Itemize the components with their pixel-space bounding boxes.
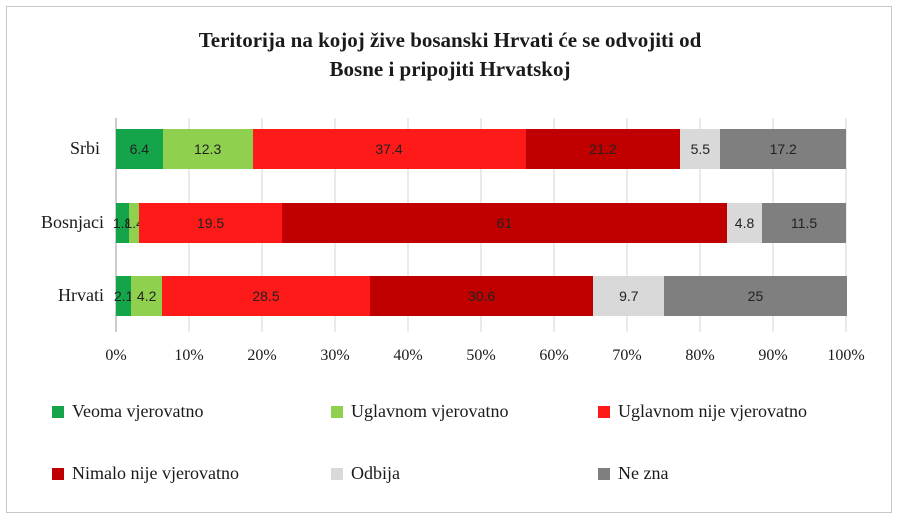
bar-segment: 6.4	[116, 129, 163, 169]
bar-segment: 37.4	[252, 129, 526, 169]
category-label: Bosnjaci	[41, 212, 104, 232]
data-label: 1.4	[124, 215, 144, 231]
legend-item: Ne zna	[598, 463, 668, 484]
data-label: 61	[496, 215, 513, 231]
legend-item: Veoma vjerovatno	[52, 401, 203, 422]
data-label: 4.8	[734, 215, 755, 231]
chart-title-line-1: Teritorija na kojoj žive bosanski Hrvati…	[198, 28, 702, 52]
legend-swatch	[331, 405, 343, 418]
data-label: 28.5	[252, 288, 280, 304]
legend-swatch	[52, 405, 64, 418]
legend-item: Uglavnom vjerovatno	[331, 401, 508, 422]
bar-segment: 2.1	[113, 276, 134, 316]
x-tick-label: 100%	[827, 347, 865, 364]
x-tick-label: 80%	[685, 347, 715, 364]
data-label: 6.4	[129, 141, 150, 157]
legend-label: Uglavnom nije vjerovatno	[618, 401, 807, 421]
x-tick-label: 0%	[105, 347, 127, 364]
x-tick-label: 40%	[393, 347, 423, 364]
bar-segment: 61	[281, 203, 727, 243]
legend-label: Nimalo nije vjerovatno	[72, 463, 239, 483]
x-tick-label: 20%	[247, 347, 277, 364]
legend-item: Nimalo nije vjerovatno	[52, 463, 239, 484]
bar-segment: 1.8	[112, 203, 133, 243]
category-label: Hrvati	[58, 285, 104, 305]
data-label: 37.4	[375, 141, 403, 157]
legend-swatch	[598, 467, 610, 480]
legend-swatch	[598, 405, 610, 418]
bar-segment: 4.2	[131, 276, 162, 316]
data-label: 11.5	[790, 215, 818, 231]
legend-label: Uglavnom vjerovatno	[351, 401, 509, 421]
chart-frame	[6, 6, 892, 513]
x-tick-label: 10%	[174, 347, 204, 364]
bar-segment: 30.6	[370, 276, 594, 316]
chart-title-line-2: Bosne i pripojiti Hrvatskoj	[329, 57, 571, 81]
bar-segment: 21.2	[525, 129, 681, 169]
data-label: 5.5	[690, 141, 711, 157]
data-label: 9.7	[619, 288, 639, 304]
x-tick-label: 60%	[539, 347, 569, 364]
data-label: 17.2	[769, 141, 797, 157]
data-label: 1.8	[112, 215, 133, 231]
data-label: 2.1	[113, 288, 134, 304]
legend-swatch	[331, 467, 343, 480]
x-tick-label: 70%	[612, 347, 642, 364]
legend-item: Odbija	[331, 463, 400, 484]
legend-label: Veoma vjerovatno	[72, 401, 204, 421]
x-tick-label: 30%	[320, 347, 350, 364]
bar-segment: 5.5	[680, 129, 721, 169]
data-label: 25	[747, 288, 764, 304]
bar-segment: 12.3	[162, 129, 253, 169]
legend-swatch	[52, 467, 64, 480]
legend-item: Uglavnom nije vjerovatno	[598, 401, 807, 422]
bar-segment: 1.4	[125, 203, 144, 243]
bar-segment: 9.7	[593, 276, 665, 316]
data-label: 30.6	[468, 288, 496, 304]
legend-label: Ne zna	[618, 463, 669, 483]
legend-label: Odbija	[351, 463, 400, 483]
data-label: 12.3	[193, 141, 222, 157]
data-label: 21.2	[589, 141, 617, 157]
category-label: Srbi	[69, 138, 100, 158]
data-label: 19.5	[196, 215, 225, 231]
bar-segment: 28.5	[161, 276, 371, 316]
x-tick-label: 90%	[758, 347, 788, 364]
bar-segment: 25	[664, 276, 847, 316]
bar-segment: 11.5	[762, 203, 846, 243]
x-tick-label: 50%	[466, 347, 496, 364]
data-label: 4.2	[136, 288, 157, 304]
bar-segment: 17.2	[720, 129, 846, 169]
bar-segment: 4.8	[727, 203, 763, 243]
bar-segment: 19.5	[139, 203, 282, 243]
